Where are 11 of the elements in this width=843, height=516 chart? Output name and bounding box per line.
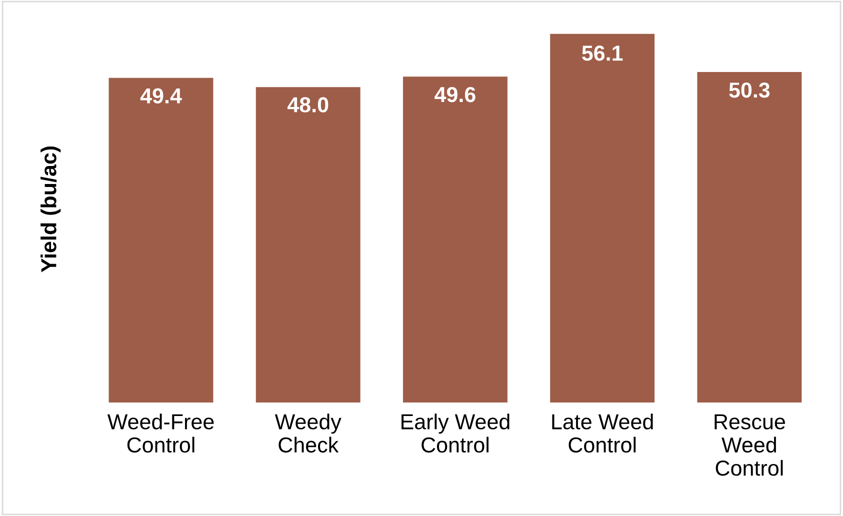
data-label: 49.4: [140, 88, 182, 104]
data-label: 50.3: [729, 82, 770, 98]
data-label: 56.1: [582, 46, 623, 61]
x-tick-label: Early Weed Control: [402, 414, 510, 453]
x-tick-label: Late Weed Control: [552, 414, 653, 453]
data-label: 49.6: [434, 86, 476, 102]
x-tick-label: Weed-Free Control: [107, 414, 214, 453]
data-label: 48.0: [287, 97, 328, 112]
x-tick-label: Rescue Weed Control: [714, 414, 785, 476]
y-axis-title: Yield (bu/ac): [40, 146, 61, 272]
x-tick-label: Weedy Check: [274, 414, 342, 453]
